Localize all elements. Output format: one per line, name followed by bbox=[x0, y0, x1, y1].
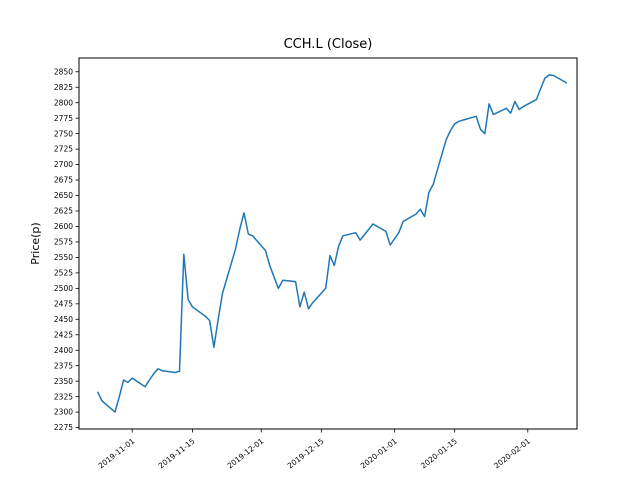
y-tick-label: 2575 bbox=[54, 238, 73, 247]
y-tick-label: 2600 bbox=[54, 222, 73, 231]
y-tick-label: 2400 bbox=[54, 346, 73, 355]
price-line-close bbox=[97, 74, 568, 413]
y-tick-label: 2700 bbox=[54, 160, 73, 169]
x-tick-label: 2019-11-01 bbox=[97, 436, 137, 470]
y-tick-label: 2325 bbox=[54, 392, 73, 401]
y-tick-label: 2675 bbox=[54, 176, 73, 185]
y-tick-label: 2825 bbox=[54, 83, 73, 92]
y-tick-label: 2750 bbox=[54, 129, 73, 138]
x-tick-label: 2020-01-01 bbox=[359, 436, 399, 470]
y-tick-label: 2500 bbox=[54, 284, 73, 293]
y-tick-label: 2775 bbox=[54, 114, 73, 123]
x-tick-label: 2020-02-01 bbox=[492, 436, 532, 470]
y-tick-label: 2375 bbox=[54, 361, 73, 370]
line-series bbox=[97, 74, 568, 413]
y-tick-label: 2650 bbox=[54, 191, 73, 200]
x-tick-label: 2019-12-15 bbox=[286, 436, 326, 470]
y-tick-label: 2475 bbox=[54, 299, 73, 308]
x-tick-label: 2019-12-01 bbox=[226, 436, 266, 470]
y-tick-label: 2300 bbox=[54, 408, 73, 417]
y-tick-label: 2550 bbox=[54, 253, 73, 262]
y-axis-label: Price(p) bbox=[29, 222, 42, 264]
y-tick-label: 2350 bbox=[54, 377, 73, 386]
chart-title: CCH.L (Close) bbox=[284, 37, 373, 52]
x-tick-label: 2020-01-15 bbox=[419, 436, 459, 470]
y-tick-label: 2625 bbox=[54, 207, 73, 216]
y-tick-label: 2275 bbox=[54, 423, 73, 432]
y-tick-label: 2725 bbox=[54, 145, 73, 154]
y-axis-ticks: 2275 2300 2325 2350 2375 2400 2425 2450 2475 2500… bbox=[54, 67, 79, 432]
plot-frame bbox=[78, 57, 578, 430]
y-tick-label: 2525 bbox=[54, 268, 73, 277]
x-tick-label: 2019-11-15 bbox=[157, 436, 197, 470]
y-tick-label: 2800 bbox=[54, 98, 73, 107]
y-tick-label: 2850 bbox=[54, 67, 73, 76]
x-axis-ticks: 2019-11-01 2019-11-15 2019-12-01 2019-12-15… bbox=[97, 429, 532, 470]
y-tick-label: 2450 bbox=[54, 315, 73, 324]
y-tick-label: 2425 bbox=[54, 330, 73, 339]
